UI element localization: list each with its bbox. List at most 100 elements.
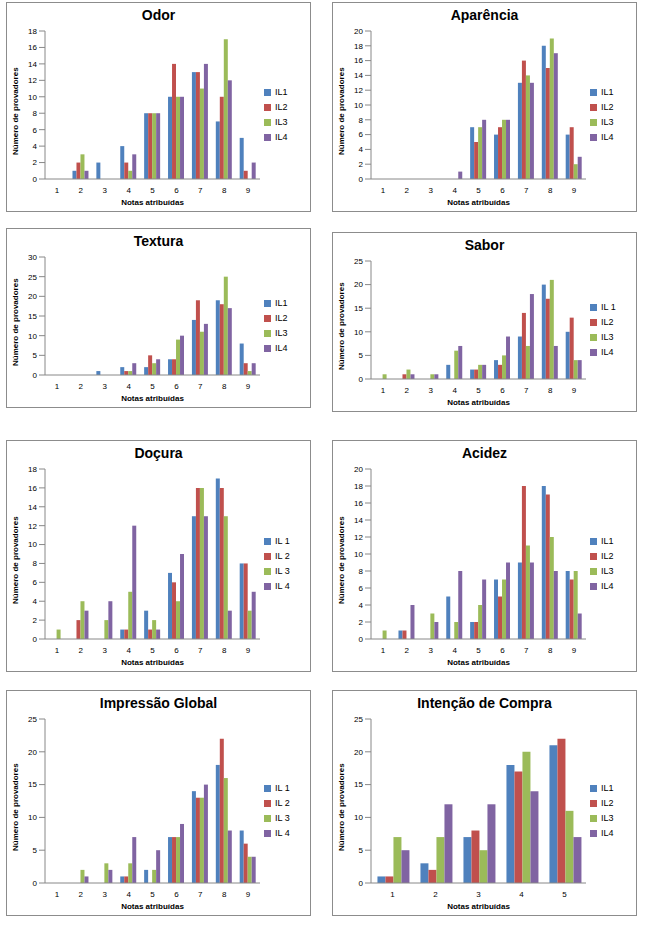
svg-text:18: 18 [28, 465, 37, 474]
svg-text:Número de provadores: Número de provadores [337, 282, 346, 370]
svg-text:Notas atribuídas: Notas atribuídas [121, 658, 184, 667]
svg-text:5: 5 [150, 382, 155, 391]
svg-text:14: 14 [354, 71, 363, 80]
svg-text:7: 7 [524, 186, 529, 195]
svg-text:15: 15 [28, 312, 37, 321]
svg-text:25: 25 [28, 273, 37, 282]
svg-text:0: 0 [359, 635, 364, 644]
svg-text:2: 2 [33, 616, 38, 625]
svg-text:0: 0 [33, 175, 38, 184]
svg-text:5: 5 [476, 186, 481, 195]
svg-text:Notas atribuídas: Notas atribuídas [447, 658, 510, 667]
svg-text:3: 3 [102, 186, 107, 195]
svg-text:0: 0 [359, 175, 364, 184]
svg-text:Notas atribuídas: Notas atribuídas [121, 902, 184, 911]
svg-text:4: 4 [452, 646, 457, 655]
svg-text:9: 9 [246, 382, 251, 391]
svg-text:1: 1 [381, 386, 386, 395]
svg-text:25: 25 [354, 715, 363, 724]
svg-text:4: 4 [452, 186, 457, 195]
svg-text:8: 8 [33, 109, 38, 118]
svg-text:25: 25 [354, 257, 363, 266]
svg-text:20: 20 [354, 465, 363, 474]
svg-text:Notas atribuídas: Notas atribuídas [447, 198, 510, 207]
svg-text:3: 3 [476, 890, 481, 899]
svg-text:6: 6 [33, 578, 38, 587]
svg-text:9: 9 [246, 890, 251, 899]
svg-text:1: 1 [55, 646, 60, 655]
svg-text:10: 10 [354, 328, 363, 337]
svg-text:3: 3 [102, 382, 107, 391]
svg-text:10: 10 [28, 93, 37, 102]
svg-text:2: 2 [405, 646, 410, 655]
svg-text:6: 6 [174, 646, 179, 655]
svg-text:2: 2 [79, 186, 84, 195]
svg-text:12: 12 [354, 86, 363, 95]
svg-text:7: 7 [524, 646, 529, 655]
svg-text:Notas atribuídas: Notas atribuídas [121, 198, 184, 207]
svg-text:20: 20 [28, 748, 37, 757]
svg-text:6: 6 [174, 890, 179, 899]
svg-text:6: 6 [174, 382, 179, 391]
svg-text:6: 6 [359, 130, 364, 139]
svg-text:4: 4 [33, 597, 38, 606]
svg-text:5: 5 [150, 186, 155, 195]
svg-text:3: 3 [428, 186, 433, 195]
svg-text:3: 3 [102, 890, 107, 899]
svg-text:4: 4 [126, 890, 131, 899]
svg-text:14: 14 [354, 516, 363, 525]
svg-text:Número de provadores: Número de provadores [337, 516, 346, 604]
svg-text:2: 2 [405, 186, 410, 195]
svg-text:15: 15 [354, 304, 363, 313]
svg-text:9: 9 [246, 646, 251, 655]
svg-text:10: 10 [28, 540, 37, 549]
svg-text:8: 8 [222, 646, 227, 655]
svg-text:4: 4 [519, 890, 524, 899]
svg-text:Número de provadores: Número de provadores [11, 278, 20, 366]
svg-text:3: 3 [428, 646, 433, 655]
svg-text:0: 0 [33, 635, 38, 644]
svg-text:12: 12 [28, 76, 37, 85]
svg-text:Número de provadores: Número de provadores [337, 67, 346, 155]
svg-text:5: 5 [33, 351, 38, 360]
svg-text:8: 8 [222, 890, 227, 899]
svg-text:8: 8 [359, 116, 364, 125]
svg-text:4: 4 [126, 186, 131, 195]
svg-text:18: 18 [28, 27, 37, 36]
svg-text:2: 2 [79, 382, 84, 391]
svg-text:7: 7 [524, 386, 529, 395]
svg-text:20: 20 [354, 27, 363, 36]
svg-text:4: 4 [126, 646, 131, 655]
svg-text:5: 5 [150, 890, 155, 899]
svg-text:14: 14 [28, 503, 37, 512]
svg-text:9: 9 [572, 186, 577, 195]
svg-text:2: 2 [79, 646, 84, 655]
svg-text:Número de provadores: Número de provadores [11, 516, 20, 604]
svg-text:20: 20 [28, 292, 37, 301]
svg-text:Notas atribuídas: Notas atribuídas [121, 394, 184, 403]
svg-text:7: 7 [198, 186, 203, 195]
svg-text:16: 16 [354, 56, 363, 65]
svg-text:25: 25 [28, 715, 37, 724]
svg-text:4: 4 [359, 145, 364, 154]
svg-text:16: 16 [354, 499, 363, 508]
svg-text:8: 8 [548, 646, 553, 655]
svg-text:1: 1 [55, 890, 60, 899]
svg-text:6: 6 [500, 646, 505, 655]
svg-text:15: 15 [28, 780, 37, 789]
svg-text:10: 10 [354, 550, 363, 559]
svg-text:10: 10 [28, 813, 37, 822]
svg-text:2: 2 [359, 618, 364, 627]
svg-text:2: 2 [33, 158, 38, 167]
svg-text:16: 16 [28, 484, 37, 493]
svg-text:20: 20 [354, 280, 363, 289]
svg-text:0: 0 [359, 375, 364, 384]
svg-text:Número de provadores: Número de provadores [11, 67, 20, 155]
svg-text:2: 2 [79, 890, 84, 899]
svg-text:7: 7 [198, 890, 203, 899]
svg-text:2: 2 [359, 160, 364, 169]
svg-text:9: 9 [572, 386, 577, 395]
svg-text:6: 6 [359, 584, 364, 593]
svg-text:4: 4 [359, 601, 364, 610]
svg-text:5: 5 [33, 846, 38, 855]
